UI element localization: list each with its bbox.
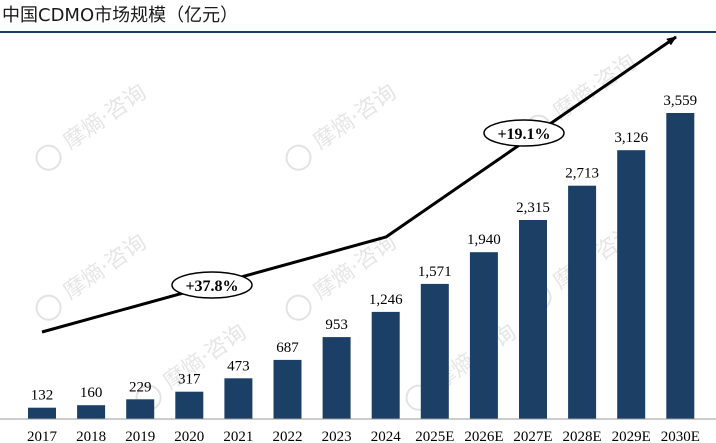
bar-2023 [322,337,351,419]
cagr-bubble-2 [483,119,565,147]
trend-arrow [41,35,677,334]
watermark-1: 摩熵·咨询 [285,80,401,171]
tick-label-2028E: 2028E [563,429,602,443]
tick-label-2022: 2022 [273,429,303,443]
value-label-2020: 317 [178,372,201,388]
bar-2027E [519,220,547,419]
tick-label-2030E: 2030E [661,429,700,443]
svg-text:摩熵·咨询: 摩熵·咨询 [59,80,151,155]
bar-2028E [568,185,597,419]
bar-2018 [77,405,106,419]
svg-text:摩熵·咨询: 摩熵·咨询 [309,80,401,155]
tick-label-2017: 2017 [27,429,58,443]
bar-2017 [28,407,56,419]
watermark-3: 摩熵·咨询 [35,230,151,321]
cagr-bubble-1 [171,271,253,299]
bar-2029E [617,150,646,419]
watermark-0: 摩熵·咨询 [35,80,151,171]
bar-2019 [126,399,155,419]
value-label-2022: 687 [276,340,299,356]
value-label-2018: 160 [80,385,103,401]
value-label-2029E: 3,126 [614,130,648,146]
value-label-2025E: 1,571 [418,264,452,280]
value-labels-layer: 132 160 229 317 473 687 953 1,246 1,571 1,940 2,31… [31,93,697,404]
value-label-2030E: 3,559 [663,93,697,109]
tick-label-2023: 2023 [322,429,352,443]
watermark-7: 摩熵·咨询 [405,320,521,411]
watermark-4: 摩熵·咨询 [285,230,401,321]
tick-label-2025E: 2025E [415,429,454,443]
tick-label-2020: 2020 [174,429,204,443]
bar-2024 [371,311,400,419]
value-label-2021: 473 [227,358,250,374]
value-label-2017: 132 [31,388,54,404]
tick-labels-layer: 2017 2018 2019 2020 2021 2022 2023 2024 2025E 202… [27,429,700,443]
value-label-2028E: 2,713 [565,166,599,182]
bar-2022 [273,359,302,419]
bar-2026E [469,252,498,419]
bar-2030E [666,113,695,419]
title-rule [0,31,716,33]
tick-label-2026E: 2026E [464,429,503,443]
cagr-label-2: +19.1% [497,126,550,143]
value-label-2019: 229 [129,379,152,395]
tick-label-2024: 2024 [371,429,402,443]
value-label-2027E: 2,315 [516,200,550,216]
value-label-2023: 953 [325,317,348,333]
bars-layer [28,113,695,419]
bar-2021 [224,378,253,419]
bar-2025E [420,283,449,419]
tick-label-2018: 2018 [76,429,106,443]
tick-label-2021: 2021 [223,429,253,443]
chart-title: 中国CDMO市场规模（亿元） [2,5,239,26]
value-label-2024: 1,246 [369,292,403,308]
cagr-label-1: +37.8% [185,278,238,295]
tick-label-2019: 2019 [125,429,155,443]
tick-label-2029E: 2029E [612,429,651,443]
bar-2020 [175,391,204,419]
svg-text:摩熵·咨询: 摩熵·咨询 [59,230,151,305]
value-label-2026E: 1,940 [467,232,501,248]
tick-label-2027E: 2027E [513,429,552,443]
